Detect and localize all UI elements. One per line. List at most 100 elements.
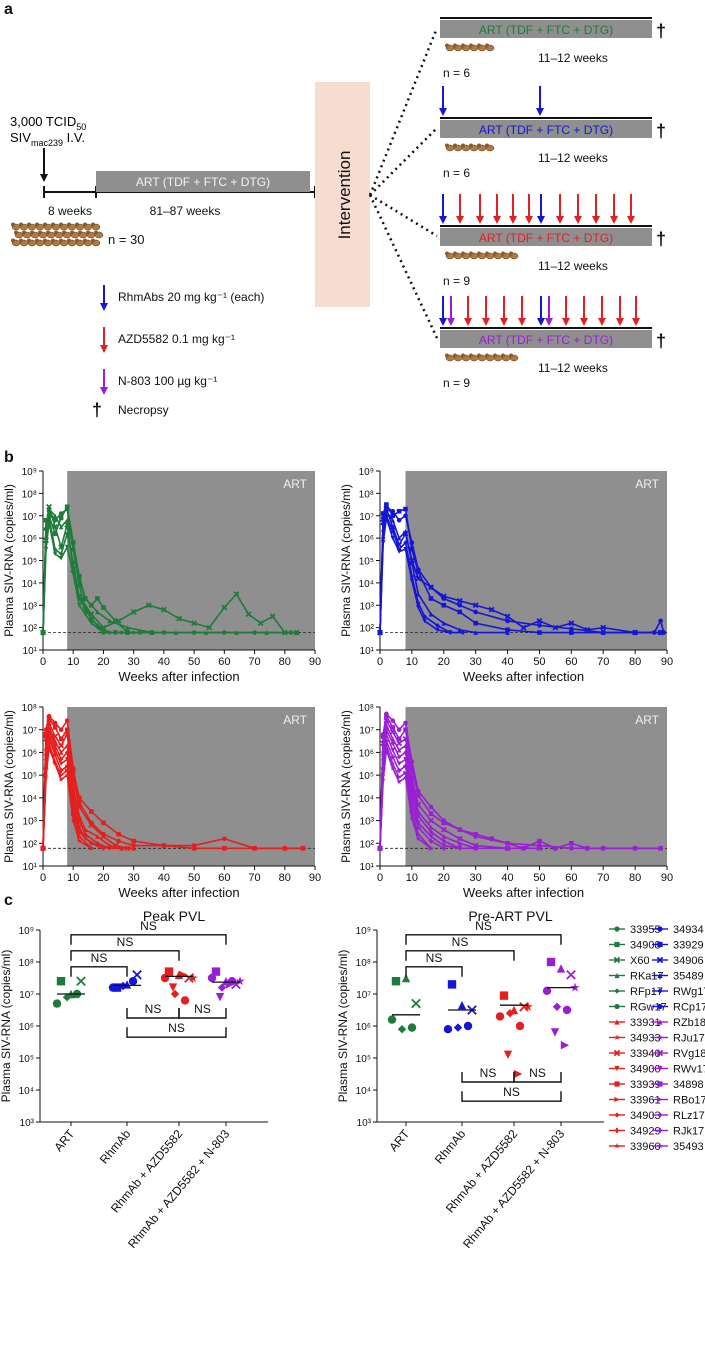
monkey-head-icon bbox=[493, 251, 497, 256]
legend-entry: RVg18 bbox=[652, 1048, 705, 1060]
data-point bbox=[537, 838, 542, 844]
data-point bbox=[76, 576, 82, 581]
data-point bbox=[52, 531, 58, 536]
arm-duration: 11–12 weeks bbox=[538, 361, 608, 375]
shading-label: ART bbox=[635, 713, 659, 727]
data-point bbox=[428, 829, 434, 835]
data-point bbox=[233, 591, 240, 597]
data-point bbox=[76, 795, 82, 801]
data-point bbox=[441, 602, 447, 608]
legend-entry: RWv17 bbox=[652, 1064, 705, 1076]
data-point bbox=[221, 604, 228, 611]
data-point bbox=[632, 845, 638, 851]
monkey-head-icon bbox=[461, 353, 465, 358]
data-point bbox=[257, 620, 264, 627]
bracket-line bbox=[126, 1027, 227, 1038]
bracket-line bbox=[405, 934, 562, 945]
x-tick-label: RhmAb + AZD5582 + N-803 bbox=[125, 1127, 232, 1251]
legend-entry: RFp17 bbox=[609, 986, 663, 998]
monkey-head-icon bbox=[14, 230, 18, 235]
data-point bbox=[435, 623, 440, 628]
monkey-head-icon bbox=[59, 238, 63, 243]
monkey-group-icon bbox=[445, 353, 519, 362]
data-point bbox=[428, 611, 434, 617]
x-tick-label: 30 bbox=[470, 656, 482, 668]
data-point bbox=[513, 1069, 523, 1079]
significance-bracket: NS bbox=[405, 919, 562, 945]
arrow-head bbox=[100, 345, 108, 353]
data-point bbox=[552, 1002, 562, 1011]
data-point bbox=[58, 761, 64, 767]
significance-bracket: NS bbox=[126, 1021, 227, 1038]
data-point bbox=[614, 988, 620, 994]
group-3 bbox=[207, 967, 245, 1002]
data-point bbox=[173, 630, 179, 635]
data-point bbox=[613, 956, 621, 964]
arrow-head bbox=[537, 318, 545, 326]
series-RJu17 bbox=[40, 716, 306, 851]
data-point bbox=[46, 716, 52, 721]
y-tick-label: 10⁵ bbox=[359, 557, 374, 568]
arrow-head bbox=[556, 216, 564, 224]
data-point bbox=[562, 1005, 572, 1015]
dose-arrow-icon bbox=[518, 296, 526, 326]
subscript: 50 bbox=[76, 122, 86, 132]
legend-entry: RCp17 bbox=[652, 1002, 705, 1014]
monkey-head-icon bbox=[445, 251, 449, 256]
x-axis-label: Weeks after infection bbox=[463, 669, 584, 684]
data-point bbox=[46, 515, 52, 521]
dose-arrow-icon bbox=[482, 296, 490, 326]
data-point bbox=[473, 620, 478, 626]
data-point bbox=[46, 506, 52, 512]
x-axis-label: Weeks after infection bbox=[118, 885, 239, 900]
span-pre-label: 8 weeks bbox=[48, 204, 92, 218]
monkey-head-icon bbox=[35, 222, 39, 227]
data-point bbox=[409, 578, 415, 583]
data-point bbox=[428, 838, 434, 844]
data-point bbox=[463, 1021, 473, 1031]
data-point bbox=[614, 1003, 620, 1010]
series-RCp17 bbox=[377, 515, 453, 635]
data-point bbox=[207, 973, 217, 983]
data-point bbox=[101, 845, 106, 851]
data-point bbox=[489, 836, 494, 842]
data-point bbox=[384, 713, 389, 719]
bracket-line bbox=[405, 950, 515, 961]
data-point bbox=[396, 768, 402, 773]
data-point bbox=[600, 624, 607, 631]
legend-id: RFp17 bbox=[630, 986, 663, 998]
monkey-head-icon bbox=[11, 238, 15, 243]
data-point bbox=[440, 593, 447, 600]
arrow-head bbox=[493, 216, 501, 224]
data-point bbox=[396, 549, 402, 554]
data-point bbox=[58, 524, 64, 530]
x-tick-label: 30 bbox=[128, 872, 140, 884]
dose-arrow-icon bbox=[616, 296, 624, 326]
data-point bbox=[390, 765, 396, 771]
data-point bbox=[64, 756, 70, 762]
bracket-label: NS bbox=[91, 951, 108, 965]
significance-bracket: NS bbox=[405, 935, 515, 961]
arm-3: ART (TDF + FTC + DTG) † 11–12 weeks n = 9 bbox=[369, 193, 666, 288]
dagger-icon: † bbox=[656, 229, 666, 249]
monkey-head-icon bbox=[493, 353, 497, 358]
data-point bbox=[52, 551, 58, 557]
monkey-head-icon bbox=[27, 222, 31, 227]
data-point bbox=[657, 926, 663, 932]
x-tick-label: 90 bbox=[661, 656, 673, 668]
legend-id: 34906 bbox=[673, 955, 704, 967]
data-point bbox=[164, 967, 174, 976]
x-tick-label: 50 bbox=[188, 656, 200, 668]
data-point bbox=[222, 836, 227, 842]
data-point bbox=[396, 736, 402, 742]
data-point bbox=[282, 845, 288, 851]
data-point bbox=[107, 618, 112, 624]
data-point bbox=[64, 750, 70, 755]
legend-id: 35493 bbox=[673, 1141, 704, 1153]
y-axis-label: Plasma SIV-RNA (copies/ml) bbox=[339, 710, 353, 863]
legend-id: 34898 bbox=[673, 1079, 704, 1091]
dose-arrow-icon bbox=[439, 194, 447, 224]
data-point bbox=[411, 998, 421, 1009]
data-point bbox=[403, 756, 408, 762]
data-point bbox=[568, 620, 575, 627]
